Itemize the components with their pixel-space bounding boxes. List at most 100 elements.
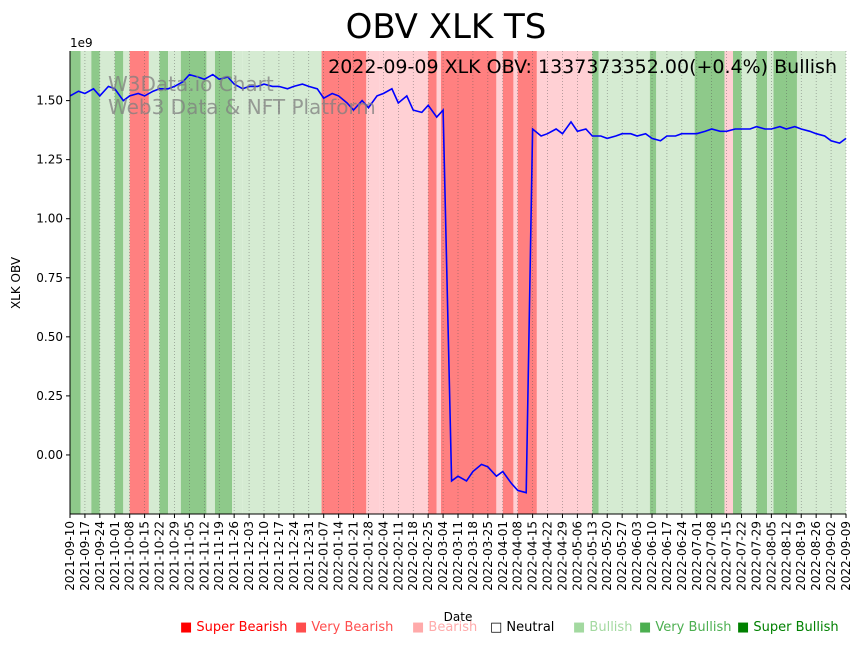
regime-band xyxy=(513,51,518,514)
regime-band xyxy=(767,51,774,514)
x-tick-label: 2022-09-09 xyxy=(839,521,853,591)
y-tick-label: 0.50 xyxy=(36,330,63,344)
x-tick-label: 2022-02-25 xyxy=(421,521,435,591)
x-tick-label: 2021-11-12 xyxy=(197,521,211,591)
x-tick-label: 2022-03-25 xyxy=(481,521,495,591)
x-tick-label: 2022-05-13 xyxy=(585,521,599,591)
regime-band xyxy=(796,51,846,514)
regime-band xyxy=(99,51,115,514)
regime-band xyxy=(724,51,734,514)
x-tick-label: 2021-12-31 xyxy=(302,521,316,591)
y-tick-label: 1.00 xyxy=(36,212,63,226)
chart-annotation: 2022-09-09 XLK OBV: 1337373352.00(+0.4%)… xyxy=(328,56,837,78)
x-tick-label: 2022-08-12 xyxy=(779,521,793,591)
x-tick-label: 2022-07-08 xyxy=(705,521,719,591)
y-offset-label: 1e9 xyxy=(70,36,93,50)
x-tick-label: 2021-09-24 xyxy=(93,521,107,591)
x-tick-label: 2022-06-03 xyxy=(630,521,644,591)
chart-title: OBV XLK TS xyxy=(346,7,547,47)
regime-band xyxy=(733,51,742,514)
regime-band xyxy=(91,51,100,514)
regime-band xyxy=(592,51,599,514)
y-tick-label: 1.25 xyxy=(36,153,63,167)
x-tick-label: 2022-02-18 xyxy=(406,521,420,591)
regime-band xyxy=(436,51,441,514)
x-tick-label: 2021-12-17 xyxy=(272,521,286,591)
x-tick-label: 2022-04-08 xyxy=(511,521,525,591)
x-tick-label: 2022-03-18 xyxy=(466,521,480,591)
regime-band xyxy=(649,51,657,514)
regime-band xyxy=(232,51,243,514)
regime-legend: ■ Super Bearish ■ Very Bearish ■ Bearish… xyxy=(180,620,850,638)
regime-band xyxy=(148,51,160,514)
x-axis-ticks: 2021-09-10 2021-09-17 2021-09-24 2021-10-01… xyxy=(63,514,853,591)
x-tick-label: 2022-02-11 xyxy=(391,521,405,591)
x-tick-label: 2022-06-17 xyxy=(660,521,674,591)
x-tick-label: 2022-01-28 xyxy=(361,521,375,591)
regime-bands xyxy=(70,51,846,514)
x-tick-label: 2022-08-26 xyxy=(809,521,823,591)
x-tick-label: 2022-08-05 xyxy=(764,521,778,591)
x-tick-label: 2022-03-04 xyxy=(436,521,450,591)
regime-band xyxy=(321,51,352,514)
legend-very-bullish: ■ Very Bullish xyxy=(639,620,732,635)
x-tick-label: 2022-08-19 xyxy=(794,521,808,591)
x-tick-label: 2021-10-01 xyxy=(108,521,122,591)
x-tick-label: 2021-10-29 xyxy=(167,521,181,591)
x-tick-label: 2021-11-26 xyxy=(227,521,241,591)
legend-bearish: ■ Bearish xyxy=(412,620,478,635)
legend-bullish: ■ Bullish xyxy=(573,620,633,635)
y-tick-label: 0.00 xyxy=(36,448,63,462)
regime-band xyxy=(536,51,593,514)
vertical-gridlines xyxy=(69,51,847,514)
x-tick-label: 2022-04-29 xyxy=(555,521,569,591)
regime-band xyxy=(379,51,429,514)
legend-neutral: □ Neutral xyxy=(490,620,555,635)
x-tick-label: 2022-02-04 xyxy=(376,521,390,591)
legend-super-bearish: ■ Super Bearish xyxy=(180,620,288,635)
regime-band xyxy=(694,51,725,514)
regime-band xyxy=(502,51,514,514)
x-tick-label: 2021-09-17 xyxy=(78,521,92,591)
x-tick-label: 2022-01-07 xyxy=(317,521,331,591)
x-tick-label: 2022-01-21 xyxy=(347,521,361,591)
x-tick-label: 2022-04-01 xyxy=(496,521,510,591)
y-axis-ticks: 0.00 0.25 0.50 0.75 1.00 1.25 1.50 xyxy=(36,94,70,462)
y-tick-label: 1.50 xyxy=(36,94,63,108)
x-tick-label: 2022-05-06 xyxy=(570,521,584,591)
x-tick-label: 2022-04-15 xyxy=(526,521,540,591)
regime-band xyxy=(159,51,169,514)
x-tick-label: 2021-11-19 xyxy=(212,521,226,591)
x-tick-label: 2021-12-10 xyxy=(257,521,271,591)
watermark-line2: Web3 Data & NFT Platform xyxy=(108,95,376,119)
x-tick-label: 2022-06-10 xyxy=(645,521,659,591)
x-tick-label: 2022-09-02 xyxy=(824,521,838,591)
x-tick-label: 2021-10-15 xyxy=(138,521,152,591)
y-tick-label: 0.25 xyxy=(36,389,63,403)
regime-band xyxy=(242,51,322,514)
x-tick-label: 2022-04-22 xyxy=(541,521,555,591)
x-tick-label: 2021-12-03 xyxy=(242,521,256,591)
x-tick-label: 2022-01-14 xyxy=(332,521,346,591)
regime-band xyxy=(180,51,207,514)
regime-band xyxy=(598,51,650,514)
regime-band xyxy=(206,51,215,514)
regime-band xyxy=(129,51,149,514)
obv-series-line xyxy=(69,73,847,494)
regime-band xyxy=(70,51,81,514)
x-tick-label: 2022-07-22 xyxy=(735,521,749,591)
regime-band xyxy=(80,51,92,514)
x-tick-label: 2022-07-29 xyxy=(749,521,763,591)
regime-band xyxy=(741,51,757,514)
regime-band xyxy=(351,51,367,514)
y-tick-label: 0.75 xyxy=(36,271,63,285)
x-tick-label: 2022-06-24 xyxy=(675,521,689,591)
x-tick-label: 2022-07-01 xyxy=(690,521,704,591)
legend-super-bullish: ■ Super Bullish xyxy=(737,620,839,635)
watermark-line1: W3Data.io Chart xyxy=(108,72,274,96)
y-axis-label: XLK OBV xyxy=(9,256,23,309)
regime-band xyxy=(123,51,130,514)
regime-band xyxy=(428,51,437,514)
x-tick-label: 2021-10-08 xyxy=(123,521,137,591)
